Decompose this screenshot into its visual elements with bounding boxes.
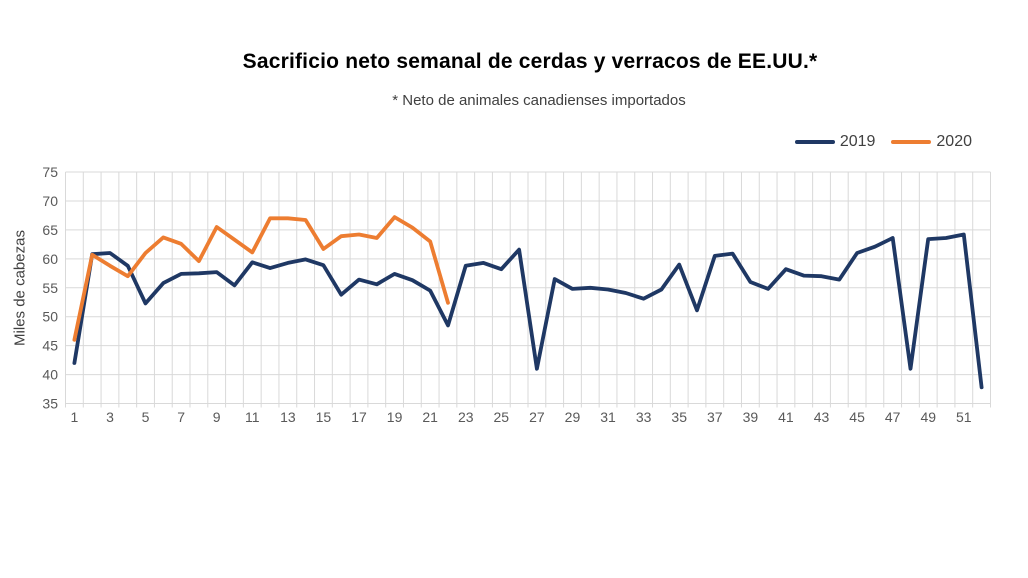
x-tick-label: 43 xyxy=(814,409,830,425)
x-tick-label: 47 xyxy=(885,409,901,425)
x-tick-label: 3 xyxy=(106,409,114,425)
legend-line-swatch-2019 xyxy=(794,139,835,145)
y-tick-label: 75 xyxy=(42,164,58,180)
x-tick-label: 17 xyxy=(351,409,367,425)
x-tick-label: 51 xyxy=(956,409,972,425)
x-tick-label: 15 xyxy=(316,409,332,425)
x-tick-label: 19 xyxy=(387,409,403,425)
legend-label-2020: 2020 xyxy=(936,133,972,150)
x-tick-label: 37 xyxy=(707,409,723,425)
x-tick-label: 39 xyxy=(743,409,759,425)
legend-line-swatch-2020 xyxy=(891,139,932,145)
legend-item-2020: 2020 xyxy=(891,133,972,151)
y-tick-label: 45 xyxy=(42,338,58,354)
y-tick-label: 40 xyxy=(42,367,58,383)
x-tick-label: 49 xyxy=(920,409,936,425)
y-tick-label: 50 xyxy=(42,309,58,325)
x-tick-label: 11 xyxy=(245,409,260,425)
series-line-2019 xyxy=(72,232,984,390)
x-tick-label: 1 xyxy=(70,409,78,425)
x-tick-label: 5 xyxy=(142,409,150,425)
x-tick-label: 21 xyxy=(422,409,438,425)
y-tick-label: 65 xyxy=(42,222,58,238)
x-tick-label: 41 xyxy=(778,409,794,425)
x-tick-label: 33 xyxy=(636,409,652,425)
legend-item-2019: 2019 xyxy=(794,133,876,151)
y-tick-label: 55 xyxy=(42,280,58,296)
x-tick-label: 29 xyxy=(565,409,581,425)
x-tick-label: 13 xyxy=(280,409,296,425)
legend: 2019 2020 xyxy=(794,133,972,151)
x-tick-label: 45 xyxy=(849,409,865,425)
series-line-2020 xyxy=(72,215,450,342)
y-tick-label: 60 xyxy=(42,251,58,267)
y-tick-label: 70 xyxy=(42,193,58,209)
chart-subtitle: * Neto de animales canadienses importado… xyxy=(392,92,686,109)
x-tick-label: 27 xyxy=(529,409,545,425)
legend-label-2019: 2019 xyxy=(839,133,876,150)
chart-title: Sacrificio neto semanal de cerdas y verr… xyxy=(242,50,818,73)
x-tick-label: 31 xyxy=(600,409,616,425)
x-tick-label: 9 xyxy=(213,409,221,425)
x-tick-label: 7 xyxy=(177,409,185,425)
x-tick-label: 23 xyxy=(458,409,474,425)
x-tick-label: 35 xyxy=(671,409,687,425)
y-tick-label: 35 xyxy=(42,396,58,412)
x-tick-label: 25 xyxy=(494,409,510,425)
